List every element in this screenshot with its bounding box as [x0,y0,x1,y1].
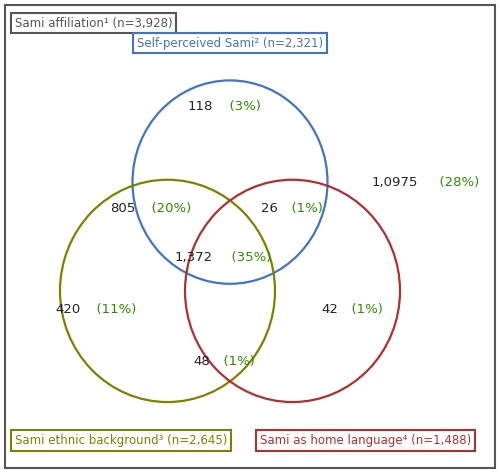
Text: (3%): (3%) [220,100,260,113]
Text: (20%): (20%) [142,201,191,215]
Text: 1,372: 1,372 [174,251,212,264]
Text: 420: 420 [55,303,80,316]
Text: Sami ethnic background³ (n=2,645): Sami ethnic background³ (n=2,645) [15,434,228,447]
Text: 42: 42 [321,303,338,316]
Text: Sami as home language⁴ (n=1,488): Sami as home language⁴ (n=1,488) [260,434,471,447]
Text: 805: 805 [110,201,136,215]
Text: 26: 26 [261,201,278,215]
Text: Self-perceived Sami² (n=2,321): Self-perceived Sami² (n=2,321) [137,37,323,50]
Text: (28%): (28%) [432,175,480,189]
Text: (1%): (1%) [282,201,323,215]
Text: (11%): (11%) [88,303,136,316]
Text: Sami affiliation¹ (n=3,928): Sami affiliation¹ (n=3,928) [15,17,172,29]
Text: 118: 118 [188,100,214,113]
Text: 1,0975: 1,0975 [372,175,418,189]
Text: 48: 48 [194,355,210,368]
Text: (1%): (1%) [215,355,255,368]
Text: (1%): (1%) [342,303,382,316]
Text: (35%): (35%) [224,251,272,264]
